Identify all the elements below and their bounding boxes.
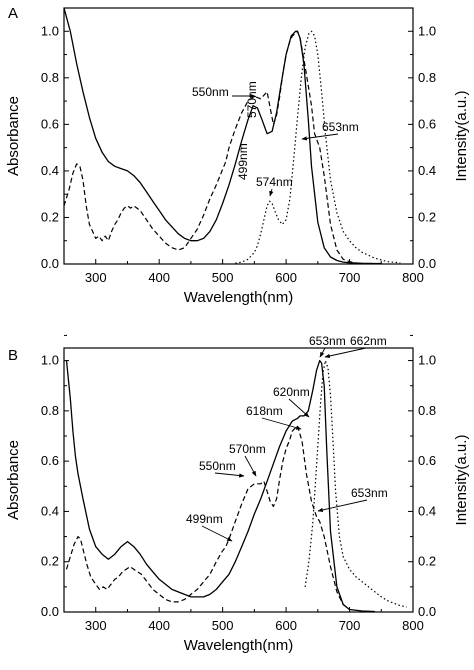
annotation-label: 550nm	[199, 459, 236, 473]
annotation-label: 618nm	[246, 404, 283, 418]
annotation-label: 662nm	[350, 334, 387, 348]
series-line-solid	[65, 359, 375, 612]
x-tick-label: 600	[275, 270, 297, 285]
x-tick-label: 800	[402, 270, 424, 285]
plot-frame	[63, 7, 414, 265]
y2-tick-label: 0.8	[418, 403, 436, 418]
annotation-label: 574nm	[256, 175, 293, 189]
annotation-label: 653nm	[309, 334, 346, 348]
y-tick-label: 0.2	[41, 209, 59, 224]
series-line-dotted	[304, 360, 407, 608]
y2-tick-label: 1.0	[418, 23, 436, 38]
panel-label: A	[8, 5, 18, 22]
y-tick-label: 0.0	[41, 256, 59, 271]
x-tick-label: 500	[212, 270, 234, 285]
x-tick-label: 800	[402, 618, 424, 633]
y-axis-title: Absorbance	[5, 440, 22, 520]
y2-tick-label: 0.8	[418, 70, 436, 85]
y2-tick-label: 0.2	[418, 554, 436, 569]
annotation-arrow	[201, 525, 233, 542]
x-tick-label: 400	[148, 618, 170, 633]
x-tick-label: 500	[212, 618, 234, 633]
annotation-label: 620nm	[273, 385, 310, 399]
annotation-label: 499nm	[236, 143, 250, 180]
annotation-arrow	[301, 133, 339, 141]
x-axis-title: Wavelength(nm)	[184, 637, 293, 654]
annotation-label: 570nm	[245, 81, 259, 118]
y-tick-label: 0.6	[41, 116, 59, 131]
y-tick-label: 0.4	[41, 503, 59, 518]
x-tick-label: 700	[339, 270, 361, 285]
y2-tick-label: 1.0	[418, 353, 436, 368]
y2-tick-label: 0.4	[418, 163, 436, 178]
annotation-arrow	[261, 417, 302, 430]
y-tick-label: 1.0	[41, 353, 59, 368]
annotation-label: 499nm	[186, 512, 223, 526]
y-tick-label: 0.0	[41, 604, 59, 619]
annotation-arrow	[214, 472, 245, 478]
annotation-arrow	[269, 188, 274, 197]
y-tick-label: 0.6	[41, 453, 59, 468]
y2-tick-label: 0.6	[418, 116, 436, 131]
annotation-arrow	[319, 347, 326, 358]
x-axis-title: Wavelength(nm)	[184, 289, 293, 306]
y-tick-label: 0.8	[41, 70, 59, 85]
plot-frame	[63, 347, 414, 613]
y2-tick-label: 0.4	[418, 503, 436, 518]
y2-tick-label: 0.6	[418, 453, 436, 468]
y2-tick-label: 0.2	[418, 209, 436, 224]
y2-tick-label: 0.0	[418, 604, 436, 619]
x-tick-label: 300	[85, 270, 107, 285]
annotation-label: 653nm	[322, 120, 359, 134]
x-tick-label: 700	[339, 618, 361, 633]
x-tick-label: 300	[85, 618, 107, 633]
y-tick-label: 1.0	[41, 23, 59, 38]
annotation-arrow	[244, 455, 257, 477]
annotation-arrow	[317, 499, 368, 513]
annotation-arrow	[288, 398, 310, 418]
series-line-dotted	[235, 30, 401, 264]
series-line-dashed	[65, 425, 350, 610]
y-tick-label: 0.8	[41, 403, 59, 418]
series-line-solid	[64, 8, 382, 264]
x-tick-label: 600	[275, 618, 297, 633]
x-tick-label: 400	[148, 270, 170, 285]
y-tick-label: 0.4	[41, 163, 59, 178]
panel-label: B	[8, 347, 18, 364]
annotation-label: 570nm	[229, 442, 266, 456]
y2-axis-title: Intensity(a.u.)	[453, 91, 470, 182]
annotation-arrow	[324, 347, 367, 359]
y2-axis-title: Intensity(a.u.)	[453, 435, 470, 526]
y-tick-label: 0.2	[41, 554, 59, 569]
y-axis-title: Absorbance	[5, 96, 22, 176]
y2-tick-label: 0.0	[418, 256, 436, 271]
annotation-label: 550nm	[192, 85, 229, 99]
annotation-label: 653nm	[351, 486, 388, 500]
series-line-dashed	[64, 30, 357, 264]
